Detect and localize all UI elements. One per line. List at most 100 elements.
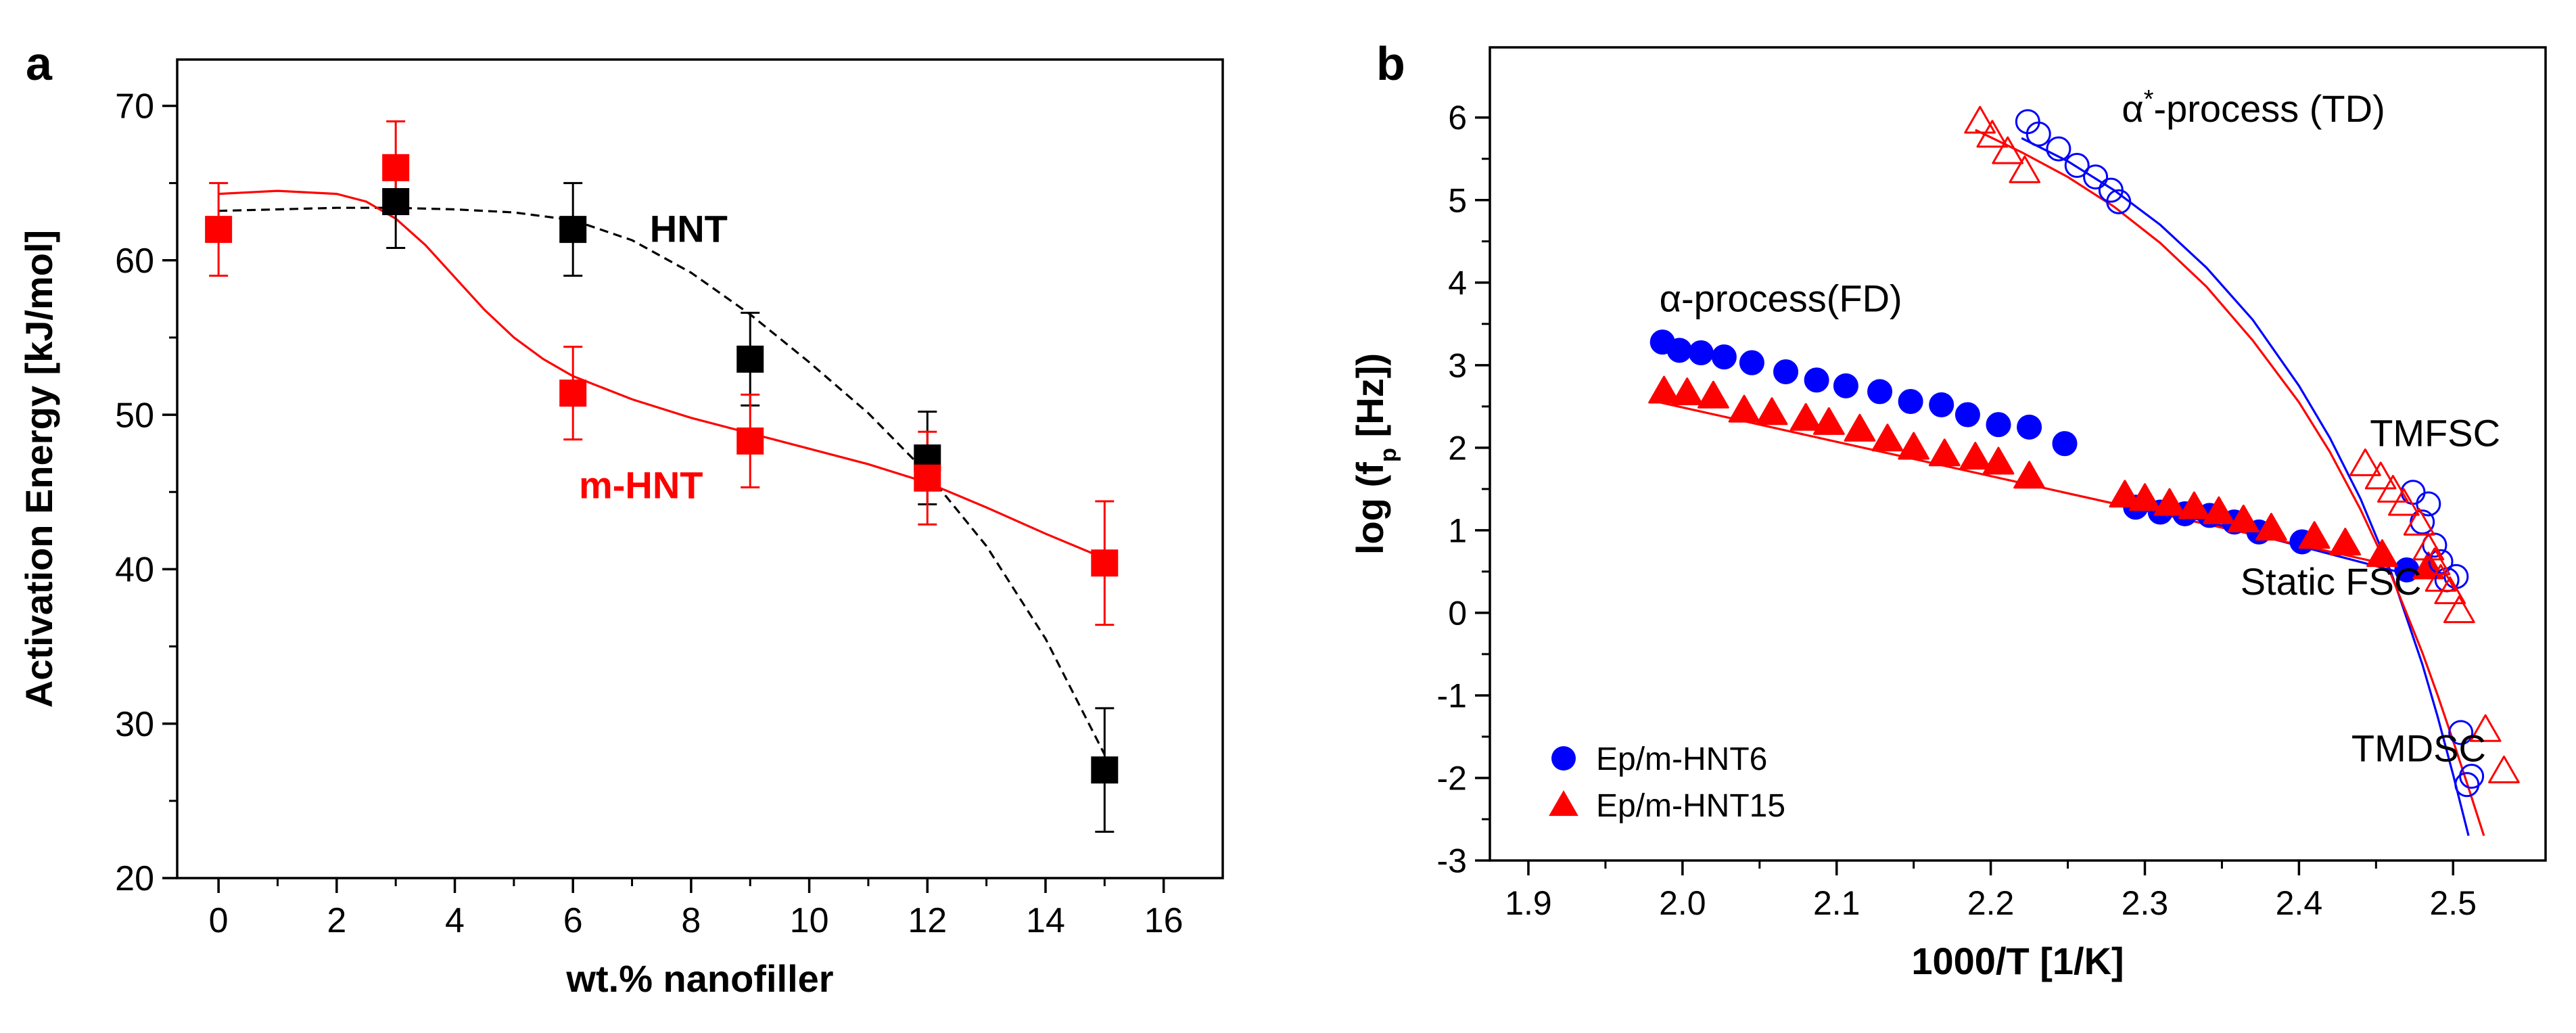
annotation-hnt: HNT	[650, 207, 728, 250]
x-tick-label: 6	[563, 901, 583, 940]
y-tick-label: 30	[115, 705, 154, 744]
data-point-square	[736, 345, 764, 373]
data-point-circle	[2448, 720, 2474, 745]
data-point-circle	[2416, 491, 2441, 517]
y-tick-label: 70	[115, 87, 154, 127]
data-point-square	[1091, 756, 1119, 784]
data-point-triangle	[2349, 448, 2381, 476]
data-point-square	[914, 464, 941, 492]
data-point-triangle	[2364, 461, 2397, 490]
data-point-circle	[1867, 379, 1893, 405]
panel-a-label: a	[26, 37, 53, 90]
data-point-circle	[1773, 359, 1799, 385]
data-point-triangle	[2425, 564, 2457, 592]
data-point-circle	[1666, 338, 1692, 363]
x-tick-label: 0	[209, 901, 229, 940]
data-point-circle	[1986, 412, 2011, 438]
data-point-circle	[2428, 549, 2454, 574]
fit-line-2	[1975, 129, 2485, 836]
data-point-circle	[2046, 136, 2071, 162]
data-point-square	[559, 380, 587, 407]
data-point-triangle	[2377, 475, 2409, 503]
plot-frame	[176, 58, 1224, 879]
data-point-triangle	[2109, 480, 2141, 508]
data-point-triangle	[2153, 488, 2186, 516]
x-tick-label: 2.0	[1659, 884, 1706, 922]
x-tick-label: 12	[908, 901, 947, 940]
annotation-text: TMFSC	[2370, 411, 2500, 454]
data-point-triangle	[1813, 407, 1845, 435]
data-point-triangle	[2434, 576, 2466, 605]
y-tick-label: 5	[1448, 181, 1467, 219]
annotation-text: α-process(FD)	[1660, 277, 1902, 319]
legend-marker-triangle	[1549, 790, 1578, 817]
data-point-triangle	[1789, 403, 1822, 431]
data-point-triangle	[1976, 120, 2009, 148]
data-point-triangle	[2228, 504, 2259, 532]
y-tick-label: 50	[115, 396, 154, 435]
data-point-square	[382, 154, 410, 181]
y-axis-label: log (fp [Hz])	[1349, 353, 1401, 555]
y-tick-label: 40	[115, 551, 154, 590]
x-tick-label: 2.1	[1813, 884, 1860, 922]
y-tick-label: 3	[1448, 346, 1467, 384]
data-point-circle	[1739, 350, 1764, 375]
x-tick-label: 1.9	[1505, 884, 1552, 922]
annotation-text: TMDSC	[2351, 727, 2486, 770]
data-point-triangle	[2443, 595, 2475, 624]
x-tick-label: 8	[681, 901, 701, 940]
y-axis-label: Activation Energy [kJ/mol]	[18, 230, 60, 708]
x-tick-label: 16	[1144, 901, 1184, 940]
data-point-circle	[2064, 153, 2090, 179]
fit-line-4	[1659, 401, 2438, 577]
data-point-circle	[1833, 373, 1858, 398]
data-point-triangle	[2255, 513, 2287, 541]
data-point-triangle	[2469, 714, 2502, 742]
y-tick-label: -1	[1437, 676, 1467, 714]
data-point-triangle	[2366, 539, 2398, 568]
data-point-triangle	[2403, 507, 2435, 536]
data-point-square	[559, 216, 587, 244]
y-tick-label: 6	[1448, 99, 1467, 137]
fit-line-1	[218, 206, 1106, 756]
data-point-circle	[1898, 389, 1923, 415]
data-point-square	[382, 188, 410, 216]
y-tick-label: 60	[115, 242, 154, 281]
data-point-triangle	[1756, 397, 1788, 426]
data-point-square	[205, 216, 233, 244]
legend-label: Ep/m-HNT15	[1596, 788, 1785, 824]
data-point-circle	[1954, 402, 1980, 428]
data-point-circle	[1804, 367, 1829, 393]
data-point-triangle	[1928, 438, 1961, 467]
y-tick-label: 0	[1448, 594, 1467, 632]
data-point-triangle	[2203, 496, 2235, 524]
annotation-m-hnt: m-HNT	[579, 463, 703, 506]
data-point-triangle	[2129, 483, 2161, 511]
data-point-triangle	[1992, 136, 2023, 164]
data-point-circle	[2017, 414, 2042, 440]
data-point-circle	[2025, 121, 2051, 147]
data-point-triangle	[2298, 521, 2331, 549]
data-point-triangle	[2013, 461, 2045, 489]
data-point-triangle	[2488, 755, 2520, 783]
data-point-square	[736, 427, 764, 455]
x-tick-label: 14	[1026, 901, 1065, 940]
y-tick-label: 4	[1448, 264, 1467, 302]
legend-marker-circle	[1551, 746, 1576, 771]
data-point-triangle	[1844, 413, 1876, 442]
data-point-triangle	[1898, 432, 1929, 460]
chart-panel-a: 0 2 4 6 8 10 12 14 16 20 30 40 50 60 70 wt.% nanofiller…	[18, 58, 1224, 1000]
plot-frame	[1489, 46, 2547, 862]
data-point-circle	[1711, 344, 1737, 370]
x-tick-label: 2.2	[1967, 884, 2015, 922]
y-tick-label: 20	[115, 859, 154, 898]
data-point-triangle	[2329, 528, 2362, 556]
data-point-triangle	[1964, 106, 1996, 134]
data-point-circle	[2052, 431, 2078, 457]
annotation-text: α*-process (TD)	[2122, 85, 2385, 130]
y-tick-label: -2	[1437, 759, 1467, 797]
data-point-square	[1091, 549, 1119, 577]
x-tick-label: 2.5	[2430, 884, 2477, 922]
x-tick-label: 10	[790, 901, 829, 940]
